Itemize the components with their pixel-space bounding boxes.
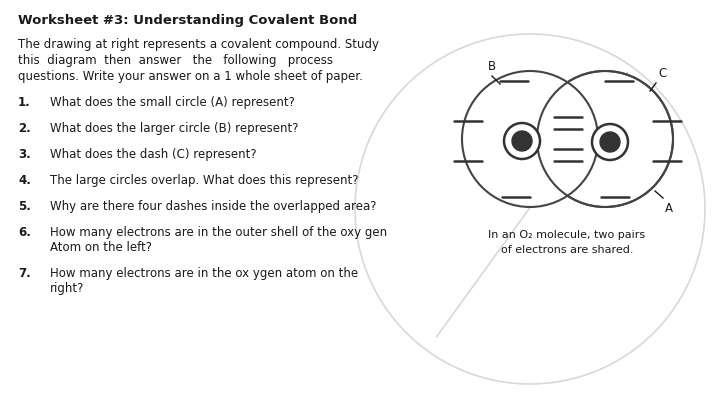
Text: What does the dash (C) represent?: What does the dash (C) represent? [50, 148, 257, 160]
Text: right?: right? [50, 281, 84, 294]
Circle shape [537, 72, 673, 207]
Text: 2.: 2. [18, 122, 31, 135]
Text: How many electrons are in the outer shell of the oxy gen: How many electrons are in the outer shel… [50, 225, 387, 239]
Text: 6.: 6. [18, 225, 31, 239]
Circle shape [600, 133, 620, 153]
Text: 1.: 1. [18, 96, 31, 109]
Text: How many electrons are in the ox ygen atom on the: How many electrons are in the ox ygen at… [50, 266, 358, 279]
Text: B: B [488, 60, 496, 73]
Text: this  diagram  then  answer   the   following   process: this diagram then answer the following p… [18, 54, 333, 67]
Text: What does the small circle (A) represent?: What does the small circle (A) represent… [50, 96, 295, 109]
Text: A: A [665, 201, 673, 215]
Text: The large circles overlap. What does this represent?: The large circles overlap. What does thi… [50, 174, 359, 186]
Text: questions. Write your answer on a 1 whole sheet of paper.: questions. Write your answer on a 1 whol… [18, 70, 363, 83]
Text: 5.: 5. [18, 200, 31, 213]
Text: 4.: 4. [18, 174, 31, 186]
Text: Worksheet #3: Understanding Covalent Bond: Worksheet #3: Understanding Covalent Bon… [18, 14, 357, 27]
Circle shape [512, 132, 532, 152]
Circle shape [504, 124, 540, 160]
Text: Why are there four dashes inside the overlapped area?: Why are there four dashes inside the ove… [50, 200, 377, 213]
Text: 3.: 3. [18, 148, 31, 160]
Text: 7.: 7. [18, 266, 31, 279]
Circle shape [462, 72, 598, 207]
Text: Atom on the left?: Atom on the left? [50, 241, 152, 253]
Text: The drawing at right represents a covalent compound. Study: The drawing at right represents a covale… [18, 38, 379, 51]
Text: of electrons are shared.: of electrons are shared. [500, 244, 633, 254]
Text: What does the larger circle (B) represent?: What does the larger circle (B) represen… [50, 122, 298, 135]
Text: In an O₂ molecule, two pairs: In an O₂ molecule, two pairs [488, 229, 646, 239]
Text: C: C [658, 67, 667, 80]
Circle shape [592, 125, 628, 160]
